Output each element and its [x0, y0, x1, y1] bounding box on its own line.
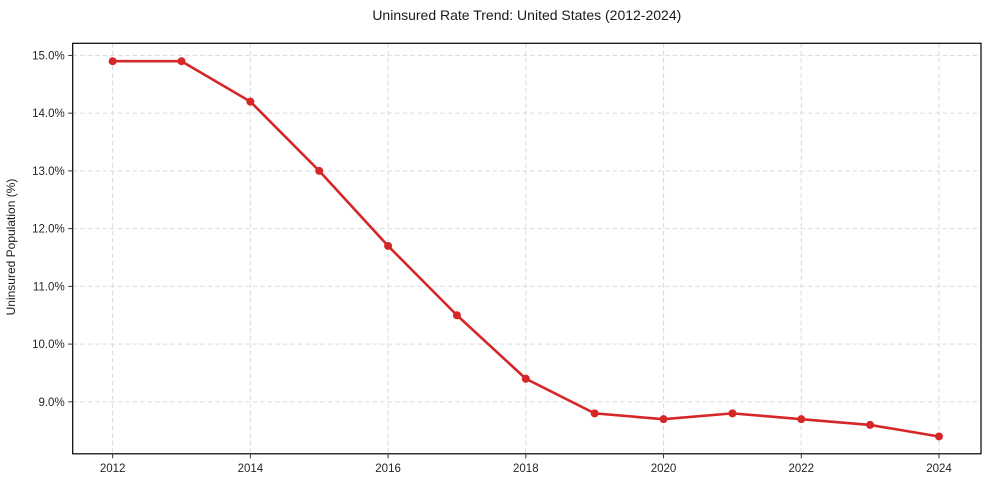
axes: 2012 2014 2016 2018 2020 2022 2024 9.0% 10.0% 11.… — [32, 42, 982, 475]
x-tick-label: 2022 — [788, 463, 814, 475]
data-point — [108, 57, 117, 66]
data-point — [590, 409, 599, 418]
x-tick-label: 2016 — [375, 463, 401, 475]
y-axis-label: Uninsured Population (%) — [4, 179, 18, 316]
data-point — [934, 432, 943, 441]
y-tick-label: 10.0% — [32, 339, 65, 351]
data-point — [659, 415, 668, 424]
data-series — [108, 57, 943, 441]
data-point — [866, 420, 875, 429]
x-tick-label: 2018 — [513, 463, 539, 475]
x-tick-label: 2014 — [238, 463, 264, 475]
data-point — [728, 409, 737, 418]
y-tick-label: 11.0% — [33, 281, 65, 293]
y-tick-label: 12.0% — [32, 224, 65, 236]
x-tick-label: 2024 — [926, 463, 952, 475]
gridlines — [72, 43, 981, 454]
y-tick-label: 14.0% — [32, 108, 65, 120]
data-point — [384, 241, 393, 250]
x-tick-label: 2012 — [100, 463, 126, 475]
data-point — [315, 166, 324, 175]
y-tick-label: 15.0% — [32, 50, 65, 62]
y-tick-label: 9.0% — [38, 397, 64, 409]
y-tick-label: 13.0% — [32, 166, 65, 178]
x-tick-label: 2020 — [651, 463, 677, 475]
data-point — [797, 415, 806, 424]
data-point — [452, 311, 461, 320]
plot-frame — [72, 42, 982, 455]
chart-title: Uninsured Rate Trend: United States (201… — [372, 7, 681, 23]
data-point — [177, 57, 186, 66]
data-point — [246, 97, 255, 106]
data-point — [521, 374, 530, 383]
